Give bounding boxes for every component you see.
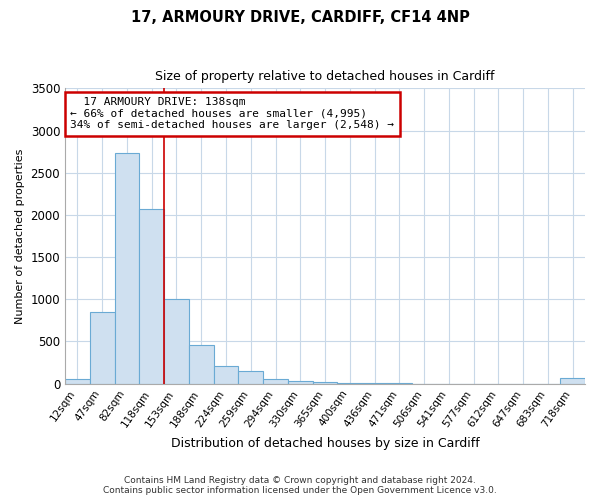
Bar <box>238 372 263 384</box>
Bar <box>560 378 585 384</box>
Y-axis label: Number of detached properties: Number of detached properties <box>15 148 25 324</box>
X-axis label: Distribution of detached houses by size in Cardiff: Distribution of detached houses by size … <box>170 437 479 450</box>
Bar <box>139 209 164 384</box>
Bar <box>65 380 90 384</box>
Text: Contains HM Land Registry data © Crown copyright and database right 2024.
Contai: Contains HM Land Registry data © Crown c… <box>103 476 497 495</box>
Bar <box>214 366 238 384</box>
Title: Size of property relative to detached houses in Cardiff: Size of property relative to detached ho… <box>155 70 495 83</box>
Bar <box>90 312 115 384</box>
Bar <box>164 299 189 384</box>
Bar <box>115 154 139 384</box>
Bar <box>288 382 313 384</box>
Text: 17 ARMOURY DRIVE: 138sqm
← 66% of detached houses are smaller (4,995)
34% of sem: 17 ARMOURY DRIVE: 138sqm ← 66% of detach… <box>70 97 394 130</box>
Text: 17, ARMOURY DRIVE, CARDIFF, CF14 4NP: 17, ARMOURY DRIVE, CARDIFF, CF14 4NP <box>131 10 469 25</box>
Bar <box>189 345 214 384</box>
Bar <box>263 380 288 384</box>
Bar <box>313 382 337 384</box>
